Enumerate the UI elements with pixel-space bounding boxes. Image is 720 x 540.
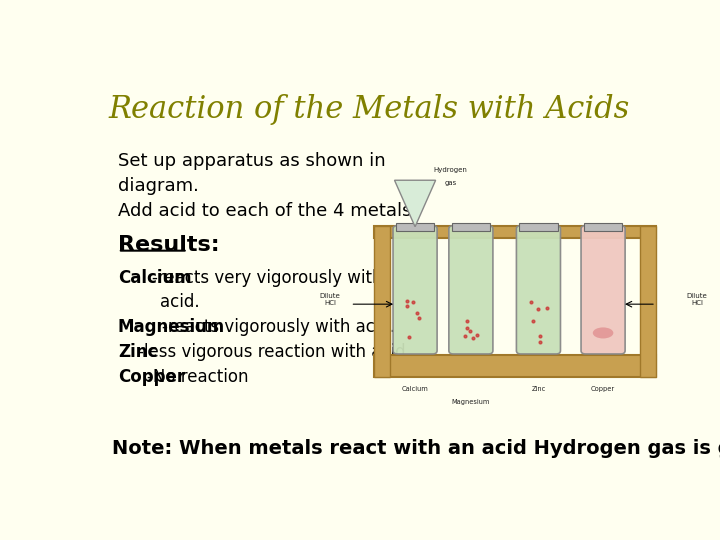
Text: Magnesium: Magnesium <box>118 319 225 336</box>
FancyBboxPatch shape <box>449 226 493 354</box>
FancyBboxPatch shape <box>374 226 656 238</box>
FancyBboxPatch shape <box>374 226 390 377</box>
Text: -reacts very vigorously with: -reacts very vigorously with <box>152 268 383 287</box>
FancyBboxPatch shape <box>396 224 434 231</box>
FancyBboxPatch shape <box>393 226 437 354</box>
Text: diagram.: diagram. <box>118 177 199 195</box>
Text: Magnesium: Magnesium <box>451 400 490 406</box>
Text: -less vigorous reaction with acid.: -less vigorous reaction with acid. <box>138 343 410 361</box>
Text: Add acid to each of the 4 metals.: Add acid to each of the 4 metals. <box>118 202 417 220</box>
Text: Hydrogen: Hydrogen <box>433 167 467 173</box>
Text: gas: gas <box>444 180 456 186</box>
FancyBboxPatch shape <box>581 226 625 354</box>
FancyBboxPatch shape <box>640 226 656 377</box>
Ellipse shape <box>593 327 613 339</box>
Text: Copper: Copper <box>118 368 185 386</box>
Polygon shape <box>395 180 436 227</box>
Text: Calcium: Calcium <box>402 386 428 392</box>
Text: -reacts vigorously with acid.: -reacts vigorously with acid. <box>162 319 395 336</box>
Text: acid.: acid. <box>118 294 199 312</box>
Text: Dilute
HCl: Dilute HCl <box>320 293 341 306</box>
FancyBboxPatch shape <box>374 355 656 377</box>
Text: Copper: Copper <box>591 386 615 392</box>
Text: Zinc: Zinc <box>118 343 157 361</box>
FancyBboxPatch shape <box>516 226 560 354</box>
Text: Dilute
HCl: Dilute HCl <box>687 293 708 306</box>
Text: Calcium: Calcium <box>118 268 192 287</box>
Text: Set up apparatus as shown in: Set up apparatus as shown in <box>118 152 385 170</box>
Text: Zinc: Zinc <box>531 386 546 392</box>
FancyBboxPatch shape <box>519 224 557 231</box>
Text: Results:: Results: <box>118 235 220 255</box>
FancyBboxPatch shape <box>451 224 490 231</box>
Text: -No reaction: -No reaction <box>148 368 249 386</box>
Text: Note: When metals react with an acid Hydrogen gas is given off: Note: When metals react with an acid Hyd… <box>112 439 720 458</box>
Text: Reaction of the Metals with Acids: Reaction of the Metals with Acids <box>109 94 629 125</box>
FancyBboxPatch shape <box>584 224 622 231</box>
